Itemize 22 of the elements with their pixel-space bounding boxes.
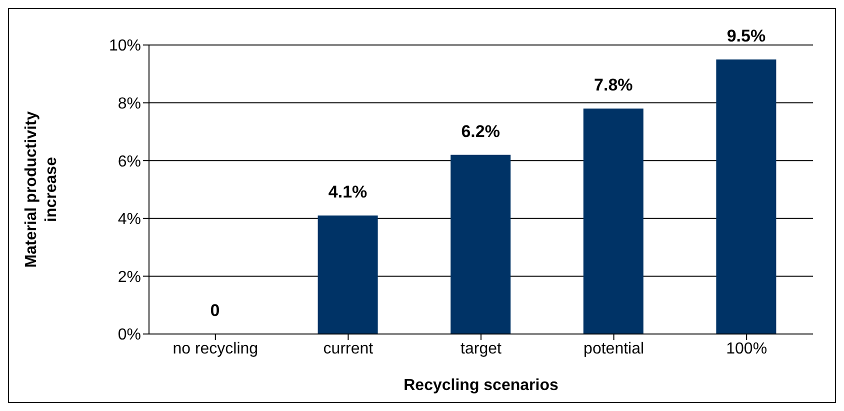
data-label: 4.1% bbox=[328, 182, 368, 202]
data-label: 6.2% bbox=[461, 122, 500, 141]
x-tick-label: no recycling bbox=[172, 340, 258, 358]
bar bbox=[716, 59, 776, 334]
y-tick-label: 8% bbox=[118, 95, 141, 112]
y-tick-label: 2% bbox=[118, 268, 141, 286]
data-label: 0 bbox=[210, 301, 220, 320]
y-axis-title: Material productivity increase bbox=[23, 111, 60, 268]
x-axis-title: Recycling scenarios bbox=[404, 377, 558, 394]
bar bbox=[450, 154, 511, 334]
y-tick-label: 10% bbox=[108, 38, 141, 55]
x-tick-label: potential bbox=[584, 340, 644, 358]
y-tick-label: 6% bbox=[118, 153, 141, 170]
y-tick-label: 0% bbox=[118, 326, 141, 344]
data-label: 9.5% bbox=[726, 26, 766, 46]
x-tick-label: current bbox=[323, 340, 374, 358]
x-tick-label: 100% bbox=[726, 340, 768, 358]
bar bbox=[583, 108, 644, 334]
x-tick-label: target bbox=[460, 340, 502, 358]
data-label: 7.8% bbox=[594, 76, 633, 95]
bar bbox=[318, 216, 378, 334]
y-tick-label: 4% bbox=[118, 211, 141, 228]
